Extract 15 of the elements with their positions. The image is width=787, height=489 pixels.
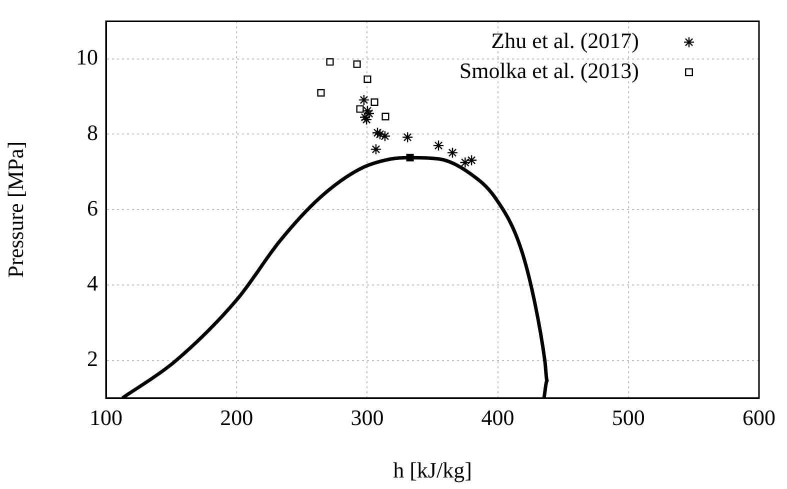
- x-tick-label: 200: [220, 404, 254, 430]
- y-tick-label: 2: [87, 346, 98, 372]
- x-tick-label: 300: [350, 404, 384, 430]
- x-axis-title: h [kJ/kg]: [393, 458, 472, 483]
- legend-label: Smolka et al. (2013): [459, 58, 639, 83]
- x-tick-label: 100: [90, 404, 122, 430]
- y-axis-title: Pressure [MPa]: [2, 141, 28, 278]
- y-tick-label: 8: [87, 120, 98, 146]
- y-tick-label: 4: [87, 270, 98, 296]
- x-tick-label: 500: [612, 404, 645, 430]
- x-tick-label: 600: [742, 404, 776, 430]
- y-tick-label: 6: [87, 195, 98, 220]
- y-tick-label: 10: [76, 44, 98, 70]
- legend-label: Zhu et al. (2017): [491, 28, 639, 53]
- x-tick-label: 400: [481, 404, 514, 430]
